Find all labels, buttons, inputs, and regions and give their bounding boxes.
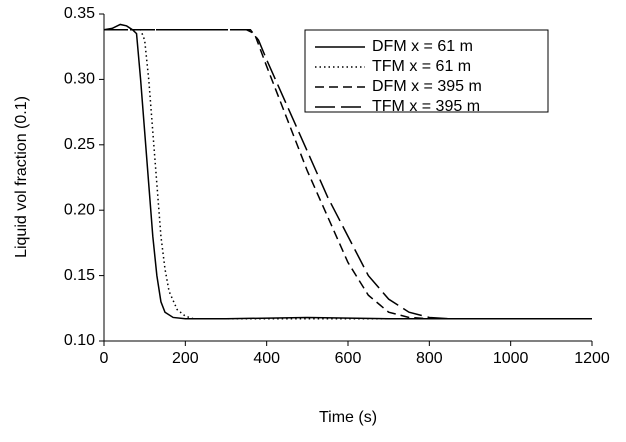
x-tick-label: 0	[100, 350, 109, 367]
x-tick-label: 1000	[493, 350, 529, 367]
series-line	[104, 28, 592, 320]
y-tick-label: 0.20	[64, 201, 95, 218]
legend-label: TFM x = 61 m	[372, 58, 471, 75]
x-tick-label: 600	[335, 350, 362, 367]
series-line	[103, 23, 592, 320]
legend-label: DFM x = 61 m	[372, 38, 473, 55]
y-tick-label: 0.35	[64, 5, 95, 22]
x-tick-label: 800	[416, 350, 443, 367]
legend-box	[304, 29, 549, 113]
y-tick-label: 0.30	[64, 71, 95, 88]
x-tick-label: 400	[253, 350, 280, 367]
y-tick-label: 0.25	[64, 136, 95, 153]
legend-label: DFM x = 395 m	[372, 78, 482, 95]
y-tick-label: 0.10	[64, 332, 95, 349]
x-axis-label: Time (s)	[319, 409, 377, 426]
y-axis-label: Liquid vol fraction (0.1)	[13, 96, 30, 258]
x-tick-label: 200	[172, 350, 199, 367]
x-tick-label: 1200	[574, 350, 610, 367]
y-tick-label: 0.15	[64, 267, 95, 284]
legend-label: TFM x = 395 m	[372, 98, 480, 115]
series-line	[104, 28, 592, 320]
